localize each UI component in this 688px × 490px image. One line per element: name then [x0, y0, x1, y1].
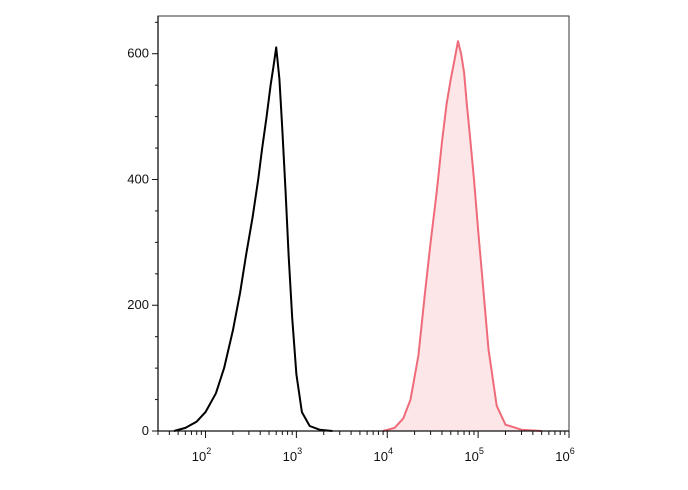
y-tick-label: 0: [142, 423, 149, 438]
x-tick-label: 106: [555, 446, 574, 464]
y-tick-label: 400: [127, 171, 149, 186]
x-tick-label: 105: [464, 446, 483, 464]
y-tick-label: 600: [127, 46, 149, 61]
y-axis-ticks: 0 200 400 600: [127, 21, 158, 438]
series-1-line: [173, 46, 333, 432]
series-2-area: [383, 41, 542, 431]
y-tick-label: 200: [127, 297, 149, 312]
x-tick-label: 103: [283, 446, 302, 464]
series-layer: [173, 40, 542, 432]
x-tick-label: 104: [374, 446, 393, 464]
series-2-line: [382, 40, 542, 432]
x-axis-ticks: 102 103 104 105 106: [157, 431, 575, 464]
x-tick-label: 102: [192, 446, 211, 464]
